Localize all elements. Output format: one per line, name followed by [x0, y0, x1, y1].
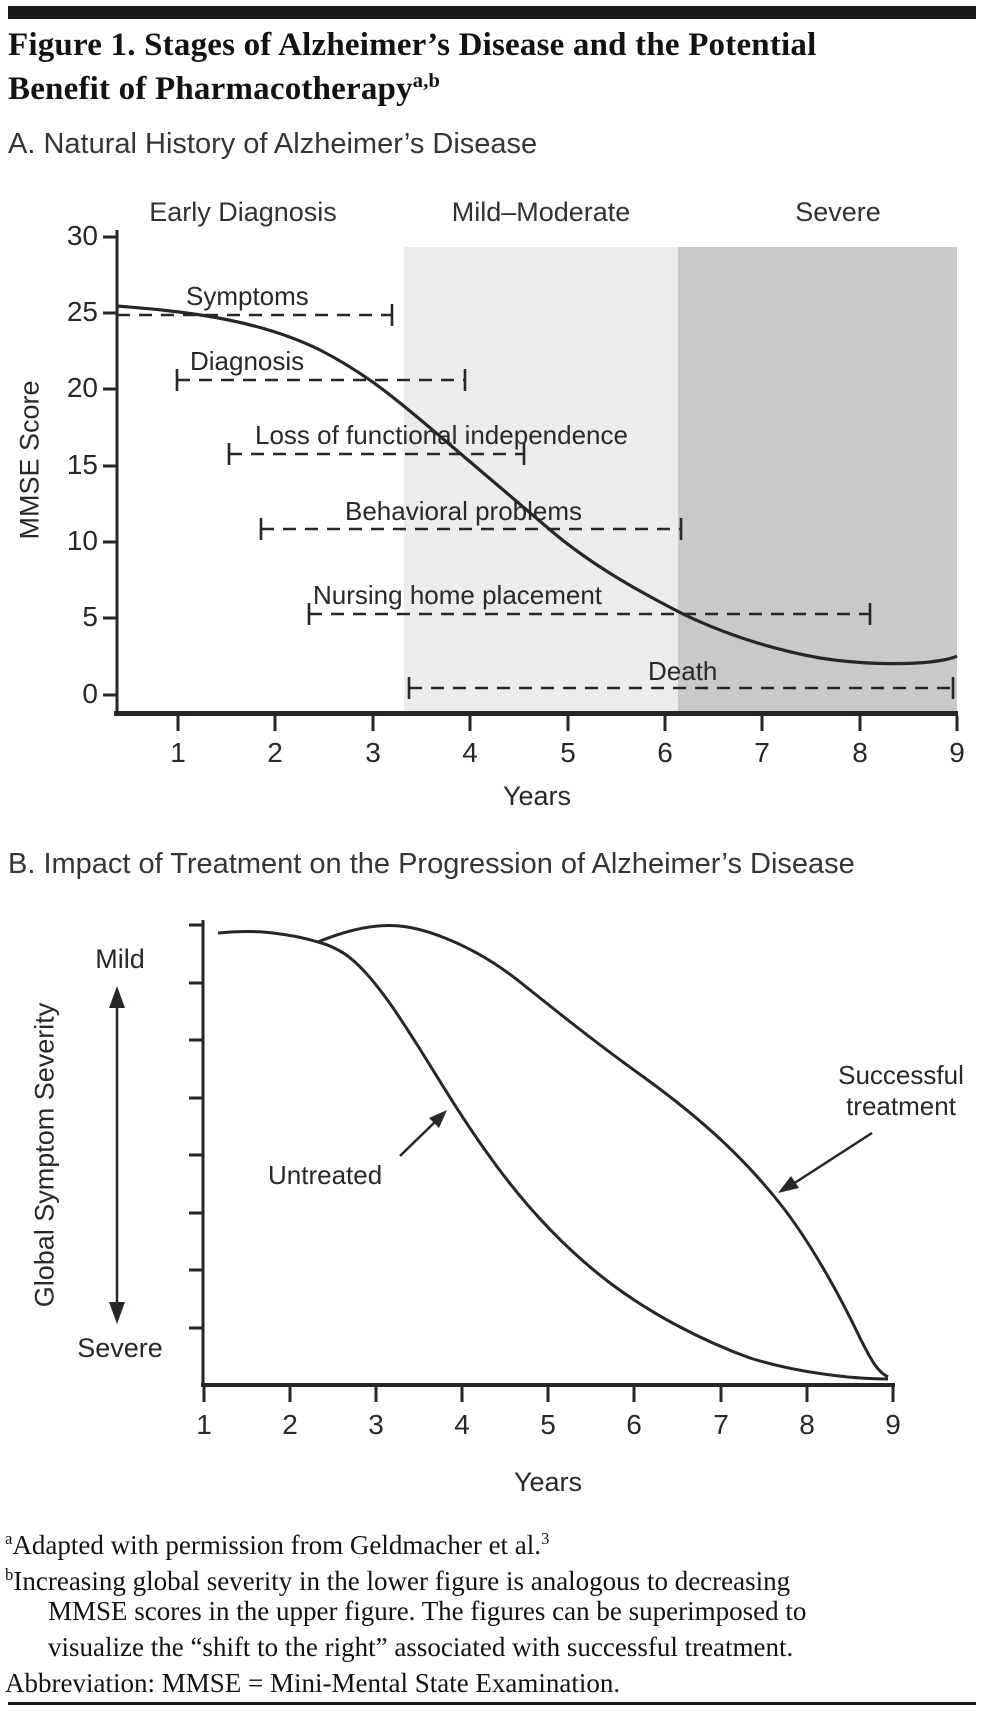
successful-treatment-label-line1: Successful	[838, 1060, 964, 1090]
a-ytick-5: 5	[82, 601, 98, 632]
panel-a-y-axis	[103, 230, 119, 714]
panel-b-heading: B. Impact of Treatment on the Progressio…	[8, 848, 855, 880]
footnote-a: aAdapted with permission from Geldmacher…	[5, 1521, 549, 1563]
milestone-label-death: Death	[648, 656, 718, 686]
panel-a-x-ticks	[176, 716, 959, 731]
footnote-b-line2: MMSE scores in the upper figure. The fig…	[48, 1596, 807, 1626]
b-severe-label: Severe	[77, 1333, 163, 1363]
b-xtick-7: 7	[713, 1409, 729, 1440]
stage-band-severe	[678, 247, 957, 711]
a-xtick-4: 4	[462, 737, 478, 768]
footnote-a-marker: a	[5, 1529, 13, 1548]
a-xtick-7: 7	[754, 737, 770, 768]
a-xtick-2: 2	[267, 737, 283, 768]
footnote-b-line3: visualize the “shift to the right” assoc…	[48, 1632, 794, 1662]
successful-treatment-curve	[317, 924, 889, 1379]
untreated-label: Untreated	[268, 1160, 383, 1190]
figure-title-line2: Benefit of Pharmacotherapya,b	[8, 63, 440, 107]
a-ytick-25: 25	[66, 296, 98, 327]
figure-title-line2-text: Benefit of Pharmacotherapy	[8, 71, 413, 107]
stage-label-early-diagnosis: Early Diagnosis	[149, 197, 337, 227]
figure-title-line1: Figure 1. Stages of Alzheimer’s Disease …	[8, 27, 817, 63]
b-xtick-2: 2	[282, 1409, 298, 1440]
panel-a-heading: A. Natural History of Alzheimer’s Diseas…	[8, 128, 538, 160]
footnote-a-text: Adapted with permission from Geldmacher …	[12, 1530, 542, 1560]
a-ytick-30: 30	[66, 220, 98, 251]
panel-b-y-axis	[189, 920, 205, 1386]
panel-a-mmse-curve	[116, 304, 958, 666]
a-ytick-15: 15	[66, 449, 98, 480]
stage-label-severe: Severe	[795, 197, 881, 227]
figure-title-superscript: a,b	[412, 70, 441, 92]
a-ytick-0: 0	[82, 678, 98, 709]
a-y-axis-title: MMSE Score	[14, 380, 45, 540]
panel-b-x-axis	[201, 1383, 895, 1387]
footnote-a-reference: 3	[541, 1529, 550, 1548]
a-ytick-20: 20	[66, 372, 98, 403]
a-xtick-3: 3	[365, 737, 381, 768]
a-xtick-8: 8	[852, 737, 868, 768]
successful-treatment-label-line2: treatment	[846, 1091, 956, 1121]
milestone-label-symptoms: Symptoms	[186, 281, 309, 311]
severity-direction-arrow	[109, 986, 125, 1324]
milestone-label-diagnosis: Diagnosis	[190, 346, 305, 376]
b-xtick-5: 5	[540, 1409, 556, 1440]
b-xtick-3: 3	[368, 1409, 384, 1440]
b-xtick-4: 4	[454, 1409, 470, 1440]
abbreviation-note: Abbreviation: MMSE = Mini-Mental State E…	[5, 1668, 621, 1698]
bottom-rule	[8, 1702, 976, 1705]
b-xtick-1: 1	[196, 1409, 212, 1440]
b-x-axis-title: Years	[513, 1467, 583, 1497]
milestone-spans	[117, 304, 955, 699]
successful-treatment-arrow	[778, 1131, 873, 1193]
milestone-label-loss-of-independence: Loss of functional independence	[255, 420, 628, 450]
milestone-label-behavioral-problems: Behavioral problems	[345, 496, 583, 526]
b-y-axis-title: Global Symptom Severity	[29, 1002, 60, 1308]
b-mild-label: Mild	[95, 944, 145, 974]
a-xtick-6: 6	[657, 737, 673, 768]
top-rule	[8, 6, 976, 19]
b-xtick-9: 9	[885, 1409, 901, 1440]
untreated-arrow	[399, 1110, 447, 1157]
panel-a-x-axis	[114, 711, 958, 716]
a-ytick-10: 10	[66, 525, 98, 556]
untreated-curve	[217, 930, 889, 1381]
b-xtick-8: 8	[799, 1409, 815, 1440]
footnote-b-marker: b	[5, 1565, 14, 1584]
a-xtick-1: 1	[170, 737, 186, 768]
footnote-b-line1-text: Increasing global severity in the lower …	[13, 1566, 791, 1596]
a-xtick-9: 9	[949, 737, 965, 768]
panel-b-x-ticks	[202, 1387, 895, 1402]
a-x-axis-title: Years	[502, 781, 572, 811]
stage-label-mild-moderate: Mild–Moderate	[451, 197, 631, 227]
a-xtick-5: 5	[560, 737, 576, 768]
stage-band-mild-moderate	[404, 247, 678, 711]
milestone-label-nursing-home: Nursing home placement	[313, 580, 603, 610]
b-xtick-6: 6	[626, 1409, 642, 1440]
footnote-b-line1: bIncreasing global severity in the lower…	[5, 1557, 790, 1599]
